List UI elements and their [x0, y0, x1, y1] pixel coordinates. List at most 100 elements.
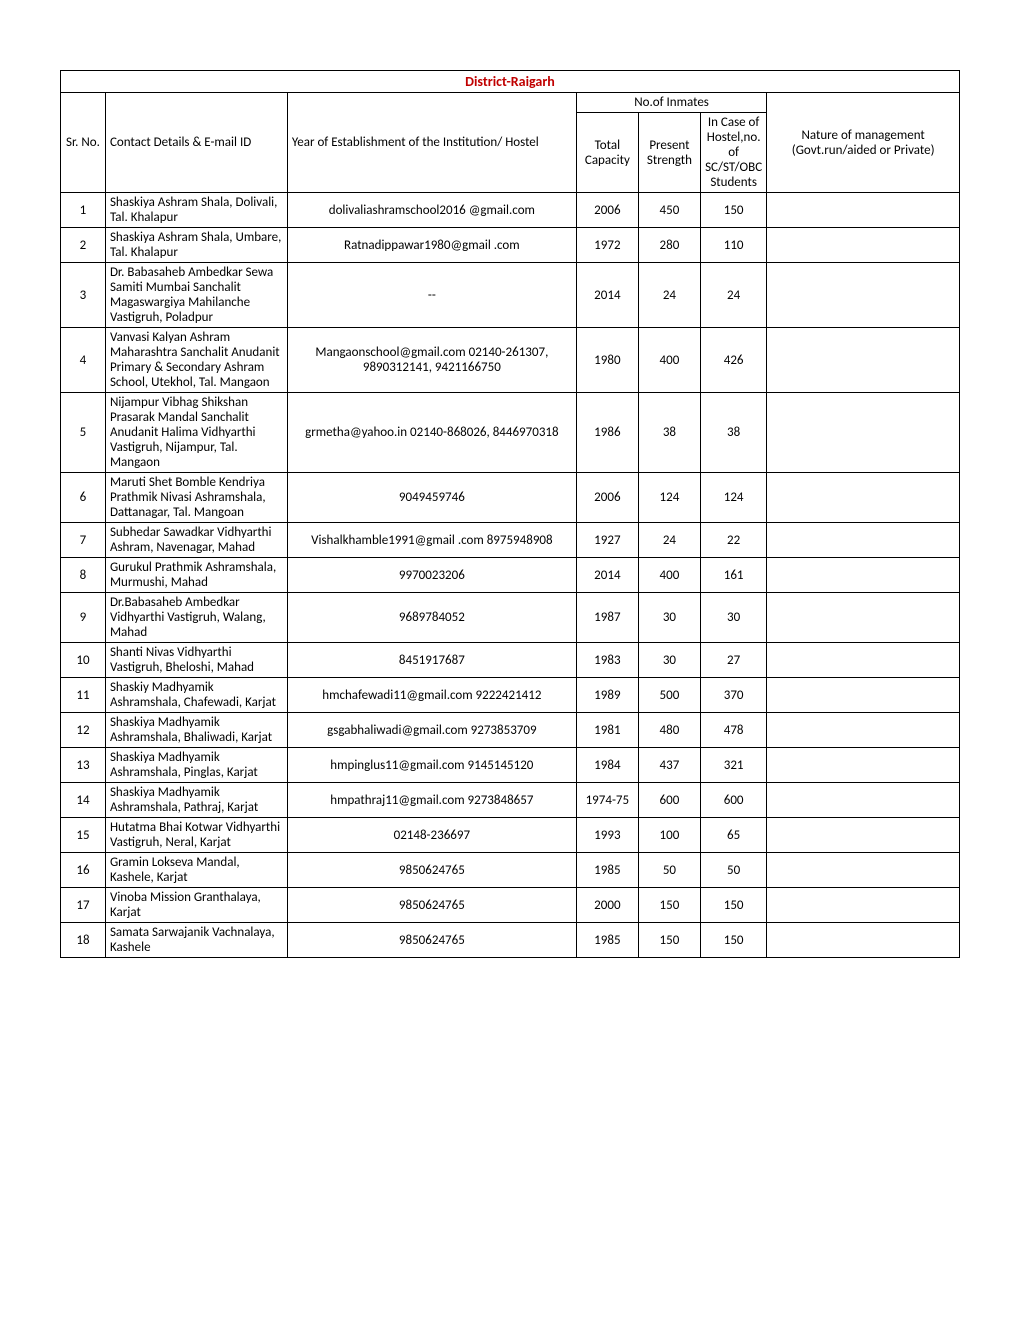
- cell-nm: [767, 473, 960, 523]
- cell-sc: 65: [700, 818, 766, 853]
- cell-ps: 30: [638, 643, 700, 678]
- cell-sr: 17: [61, 888, 106, 923]
- cell-sc: 27: [700, 643, 766, 678]
- cell-tc: 2014: [576, 558, 638, 593]
- cell-ps: 400: [638, 328, 700, 393]
- cell-contact: Hutatma Bhai Kotwar Vidhyarthi Vastigruh…: [105, 818, 287, 853]
- header-row-1: Sr. No. Contact Details & E-mail ID Year…: [61, 93, 960, 113]
- cell-year: 9850624765: [287, 853, 576, 888]
- hdr-present: Present Strength: [638, 113, 700, 193]
- cell-year: 02148-236697: [287, 818, 576, 853]
- table-row: 2Shaskiya Ashram Shala, Umbare, Tal. Kha…: [61, 228, 960, 263]
- cell-tc: 1986: [576, 393, 638, 473]
- cell-ps: 480: [638, 713, 700, 748]
- cell-sr: 8: [61, 558, 106, 593]
- cell-sc: 110: [700, 228, 766, 263]
- cell-ps: 150: [638, 888, 700, 923]
- cell-contact: Shaskiy Madhyamik Ashramshala, Chafewadi…: [105, 678, 287, 713]
- cell-sc: 150: [700, 193, 766, 228]
- cell-sc: 426: [700, 328, 766, 393]
- cell-sr: 10: [61, 643, 106, 678]
- cell-year: 9850624765: [287, 888, 576, 923]
- cell-ps: 150: [638, 923, 700, 958]
- cell-tc: 1980: [576, 328, 638, 393]
- cell-tc: 1983: [576, 643, 638, 678]
- cell-sc: 38: [700, 393, 766, 473]
- table-row: 10Shanti Nivas Vidhyarthi Vastigruh, Bhe…: [61, 643, 960, 678]
- cell-nm: [767, 678, 960, 713]
- cell-contact: Shanti Nivas Vidhyarthi Vastigruh, Bhelo…: [105, 643, 287, 678]
- table-row: 1Shaskiya Ashram Shala, Dolivali, Tal. K…: [61, 193, 960, 228]
- cell-ps: 30: [638, 593, 700, 643]
- cell-nm: [767, 228, 960, 263]
- cell-contact: Nijampur Vibhag Shikshan Prasarak Mandal…: [105, 393, 287, 473]
- table-row: 9Dr.Babasaheb Ambedkar Vidhyarthi Vastig…: [61, 593, 960, 643]
- cell-year: --: [287, 263, 576, 328]
- cell-ps: 24: [638, 523, 700, 558]
- district-title: District-Raigarh: [61, 71, 960, 93]
- cell-sr: 1: [61, 193, 106, 228]
- cell-sc: 161: [700, 558, 766, 593]
- cell-ps: 124: [638, 473, 700, 523]
- cell-contact: Shaskiya Madhyamik Ashramshala, Pinglas,…: [105, 748, 287, 783]
- cell-contact: Shaskiya Ashram Shala, Umbare, Tal. Khal…: [105, 228, 287, 263]
- cell-ps: 400: [638, 558, 700, 593]
- cell-contact: Maruti Shet Bomble Kendriya Prathmik Niv…: [105, 473, 287, 523]
- table-row: 5Nijampur Vibhag Shikshan Prasarak Manda…: [61, 393, 960, 473]
- cell-tc: 1989: [576, 678, 638, 713]
- hdr-inmates: No.of Inmates: [576, 93, 766, 113]
- cell-sr: 5: [61, 393, 106, 473]
- cell-year: hmpinglus11@gmail.com 9145145120: [287, 748, 576, 783]
- table-row: 3Dr. Babasaheb Ambedkar Sewa Samiti Mumb…: [61, 263, 960, 328]
- cell-sc: 124: [700, 473, 766, 523]
- table-row: 13Shaskiya Madhyamik Ashramshala, Pingla…: [61, 748, 960, 783]
- cell-year: 9970023206: [287, 558, 576, 593]
- district-table: District-Raigarh Sr. No. Contact Details…: [60, 70, 960, 958]
- cell-nm: [767, 558, 960, 593]
- hdr-sr: Sr. No.: [61, 93, 106, 193]
- cell-contact: Samata Sarwajanik Vachnalaya, Kashele: [105, 923, 287, 958]
- cell-nm: [767, 328, 960, 393]
- cell-sc: 30: [700, 593, 766, 643]
- cell-contact: Shaskiya Madhyamik Ashramshala, Pathraj,…: [105, 783, 287, 818]
- cell-ps: 24: [638, 263, 700, 328]
- cell-sc: 50: [700, 853, 766, 888]
- cell-nm: [767, 393, 960, 473]
- cell-nm: [767, 853, 960, 888]
- cell-contact: Shaskiya Madhyamik Ashramshala, Bhaliwad…: [105, 713, 287, 748]
- title-row: District-Raigarh: [61, 71, 960, 93]
- cell-ps: 500: [638, 678, 700, 713]
- cell-tc: 2006: [576, 193, 638, 228]
- cell-sc: 24: [700, 263, 766, 328]
- cell-contact: Shaskiya Ashram Shala, Dolivali, Tal. Kh…: [105, 193, 287, 228]
- table-row: 18Samata Sarwajanik Vachnalaya, Kashele9…: [61, 923, 960, 958]
- cell-nm: [767, 593, 960, 643]
- cell-year: 9049459746: [287, 473, 576, 523]
- cell-sr: 7: [61, 523, 106, 558]
- cell-tc: 1984: [576, 748, 638, 783]
- table-row: 15Hutatma Bhai Kotwar Vidhyarthi Vastigr…: [61, 818, 960, 853]
- cell-year: Ratnadippawar1980@gmail .com: [287, 228, 576, 263]
- cell-tc: 1981: [576, 713, 638, 748]
- cell-contact: Subhedar Sawadkar Vidhyarthi Ashram, Nav…: [105, 523, 287, 558]
- cell-year: gsgabhaliwadi@gmail.com 9273853709: [287, 713, 576, 748]
- cell-contact: Gurukul Prathmik Ashramshala, Murmushi, …: [105, 558, 287, 593]
- cell-tc: 2014: [576, 263, 638, 328]
- cell-year: Vishalkhamble1991@gmail .com 8975948908: [287, 523, 576, 558]
- cell-ps: 50: [638, 853, 700, 888]
- cell-contact: Vanvasi Kalyan Ashram Maharashtra Sancha…: [105, 328, 287, 393]
- cell-year: grmetha@yahoo.in 02140-868026, 844697031…: [287, 393, 576, 473]
- cell-tc: 1993: [576, 818, 638, 853]
- cell-tc: 2000: [576, 888, 638, 923]
- cell-sr: 3: [61, 263, 106, 328]
- hdr-contact: Contact Details & E-mail ID: [105, 93, 287, 193]
- hdr-total: Total Capacity: [576, 113, 638, 193]
- cell-nm: [767, 263, 960, 328]
- cell-sr: 15: [61, 818, 106, 853]
- cell-tc: 1972: [576, 228, 638, 263]
- cell-tc: 1974-75: [576, 783, 638, 818]
- cell-year: hmpathraj11@gmail.com 9273848657: [287, 783, 576, 818]
- cell-nm: [767, 643, 960, 678]
- cell-ps: 100: [638, 818, 700, 853]
- cell-sc: 478: [700, 713, 766, 748]
